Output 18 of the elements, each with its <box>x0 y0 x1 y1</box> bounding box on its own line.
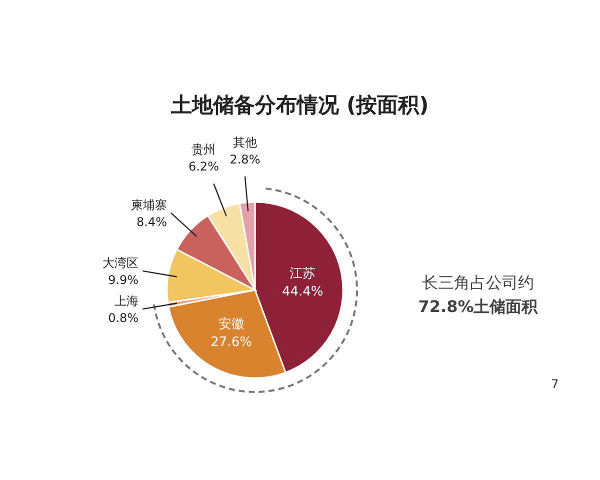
data-label: 8.4% <box>136 214 167 229</box>
slice-label: 安徽 <box>218 316 244 332</box>
text: 7 <box>551 377 559 391</box>
slice-label: 大湾区 <box>102 256 139 270</box>
slice-label: 其他 <box>232 135 257 150</box>
data-label: 44.4% <box>282 284 324 300</box>
data-label: 27.6% <box>210 335 252 350</box>
data-label: 9.9% <box>108 272 139 287</box>
data-label: 6.2% <box>188 160 219 174</box>
slice-label: 贵州 <box>192 142 216 157</box>
data-label: 0.8% <box>108 311 139 326</box>
slice-label: 江苏 <box>290 266 316 282</box>
slice-label: 上海 <box>114 294 139 308</box>
data-label: 2.8% <box>230 152 260 166</box>
slice-label: 柬埔寨 <box>130 198 167 212</box>
text: 72.8%土储面积 <box>418 297 539 316</box>
text: 长三角占公司约 <box>422 273 534 292</box>
chart-title: 土地储备分布情况 (按面积) <box>170 93 429 117</box>
